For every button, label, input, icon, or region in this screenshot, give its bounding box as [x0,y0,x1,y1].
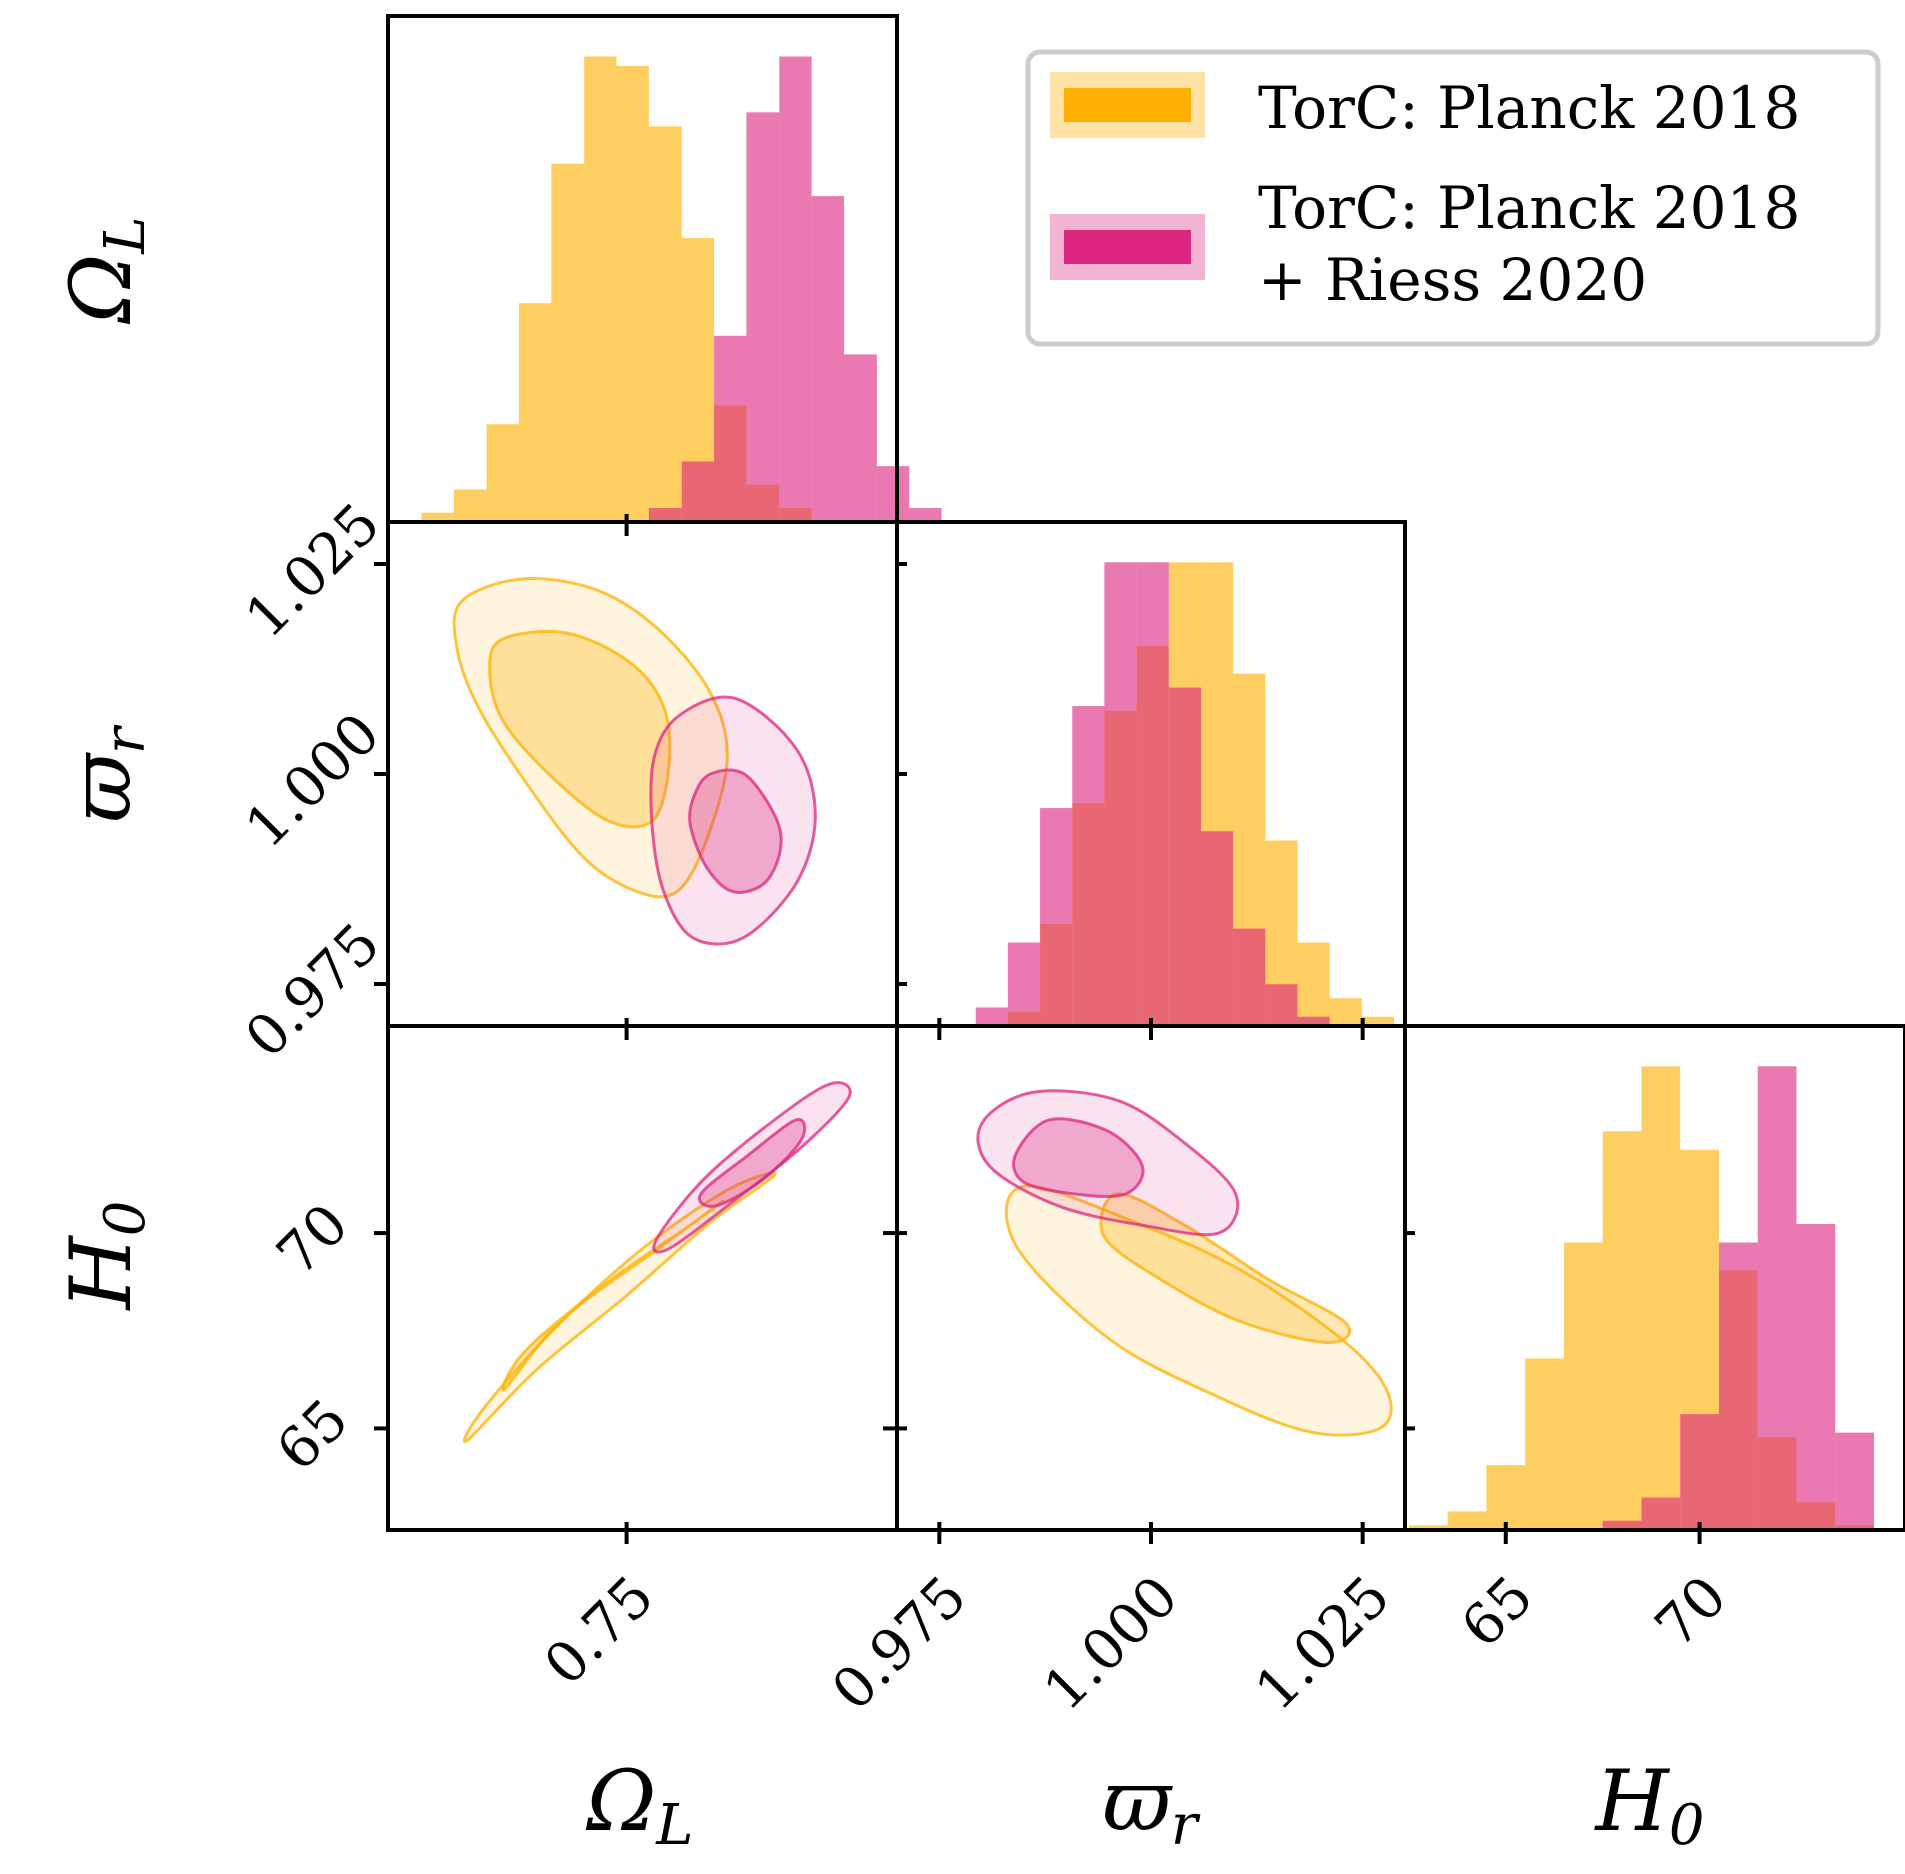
xlabel-omega-L: ΩL [586,1752,694,1858]
hist-bar-planck-riess [1007,942,1041,1026]
contour-planck-riess-95 [976,1089,1240,1237]
hist-bar-planck [1486,1465,1526,1530]
ylabel-omega-L: ΩL [52,217,158,325]
hist-bar-planck-riess [681,461,715,522]
xtick-label-varpi_r: 0.975 [820,1564,979,1723]
hist-bar-planck [486,424,519,522]
hist-bar-planck-riess [1072,706,1105,1026]
hist-bar-planck [648,126,682,523]
hist-bar-planck [1602,1131,1642,1530]
histogram-H0 [1403,1024,1905,1532]
xlabel-H0: H0 [1594,1752,1705,1858]
contour-planck-riess-95 [649,695,817,946]
legend-label-riess-line2: + Riess 2020 [1258,246,1647,314]
contour-planck-riess-68 [688,768,783,894]
hist-bar-planck [421,512,454,522]
axis-ticks: 0.75 0.975 1.000 1.025 65 70 0.975 1.000 1.025 65… [233,491,1739,1723]
histogram-omega_L [386,14,942,524]
hist-bar-planck [1641,1066,1681,1530]
hist-bar-planck [551,163,585,522]
hist-bar-planck-riess [648,508,682,522]
hist-bar-planck-riess [779,56,812,522]
contour-panel-varpi_r_vs_H0 [895,1024,1407,1532]
hist-bar-planck-riess [1796,1223,1836,1530]
contour-planck-95 [462,1171,777,1443]
hist-bar-planck-riess [1757,1066,1797,1530]
contour-planck-68 [1099,1192,1352,1345]
contour-planck-95 [1004,1184,1393,1437]
ylabel-varpi-r: ϖr [52,724,158,823]
hist-bar-planck [584,56,617,522]
contour-planck-riess-68 [698,1117,807,1208]
hist-bar-planck-riess [1265,984,1298,1026]
xtick-label-H0: 70 [1643,1564,1739,1660]
hist-bar-planck-riess [1040,808,1073,1026]
hist-bar-planck-riess [1297,1016,1330,1026]
hist-bar-planck [1525,1358,1564,1530]
ytick-label-H0: 65 [265,1387,361,1483]
hist-bar-planck-riess [1718,1242,1758,1530]
hist-bar-planck [518,303,552,522]
contour-planck-riess-95 [652,1081,852,1254]
hist-bar-planck-riess [811,196,844,523]
legend-label-planck: TorC: Planck 2018 [1258,74,1800,142]
contour-panel-omega_L_vs_H0 [386,1024,899,1532]
hist-bar-planck-riess [876,466,910,522]
legend-label-riess-line1: TorC: Planck 2018 [1258,174,1800,242]
hist-bar-planck-riess [1200,831,1234,1026]
hist-bar-planck [1361,1016,1394,1026]
histogram-varpi_r [895,520,1407,1028]
hist-bar-planck-riess [1233,928,1266,1026]
hist-bar-planck [1329,998,1362,1026]
ytick-label-H0: 70 [265,1192,361,1288]
ytick-label-varpi_r: 1.025 [233,491,392,650]
hist-bar-planck-riess [1835,1432,1874,1530]
hist-bar-planck-riess [1641,1497,1681,1530]
legend-swatch-planck-inner [1064,88,1191,122]
ytick-label-varpi_r: 1.000 [233,701,392,860]
hist-bar-planck-riess [975,1007,1008,1026]
hist-bar-planck-riess [714,335,747,522]
xlabel-varpi-r: ϖr [1102,1752,1201,1858]
hist-bar-planck-riess [843,354,877,522]
xtick-label-varpi_r: 1.025 [1243,1564,1402,1723]
xtick-label-H0: 65 [1449,1564,1545,1660]
hist-bar-planck-riess [1136,562,1169,1026]
xtick-label-varpi_r: 1.000 [1032,1564,1191,1723]
hist-bar-planck [1563,1242,1603,1530]
xtick-label-omega_L: 0.75 [532,1564,666,1698]
hist-bar-planck [1408,1525,1448,1530]
hist-bar-planck-riess [1104,562,1137,1026]
hist-bar-planck-riess [909,508,942,522]
contour-panel-omega_L_vs_varpi_r [386,520,899,1028]
hist-bar-planck-riess [1168,687,1201,1026]
legend: TorC: Planck 2018 TorC: Planck 2018 + Ri… [1025,49,1881,347]
hist-bar-planck-riess [1602,1520,1642,1530]
ylabel-H0: H0 [52,1201,158,1312]
hist-bar-planck [1447,1511,1487,1530]
hist-bar-planck [1297,942,1330,1026]
hist-bar-planck [616,65,649,522]
legend-frame [1025,49,1881,347]
legend-swatch-riess-inner [1064,230,1191,264]
hist-bar-planck [453,489,487,522]
ytick-label-varpi_r: 0.975 [233,911,392,1070]
hist-bar-planck-riess [746,112,780,522]
hist-bar-planck-riess [1680,1414,1719,1530]
contour-planck-riess-68 [1012,1117,1145,1199]
